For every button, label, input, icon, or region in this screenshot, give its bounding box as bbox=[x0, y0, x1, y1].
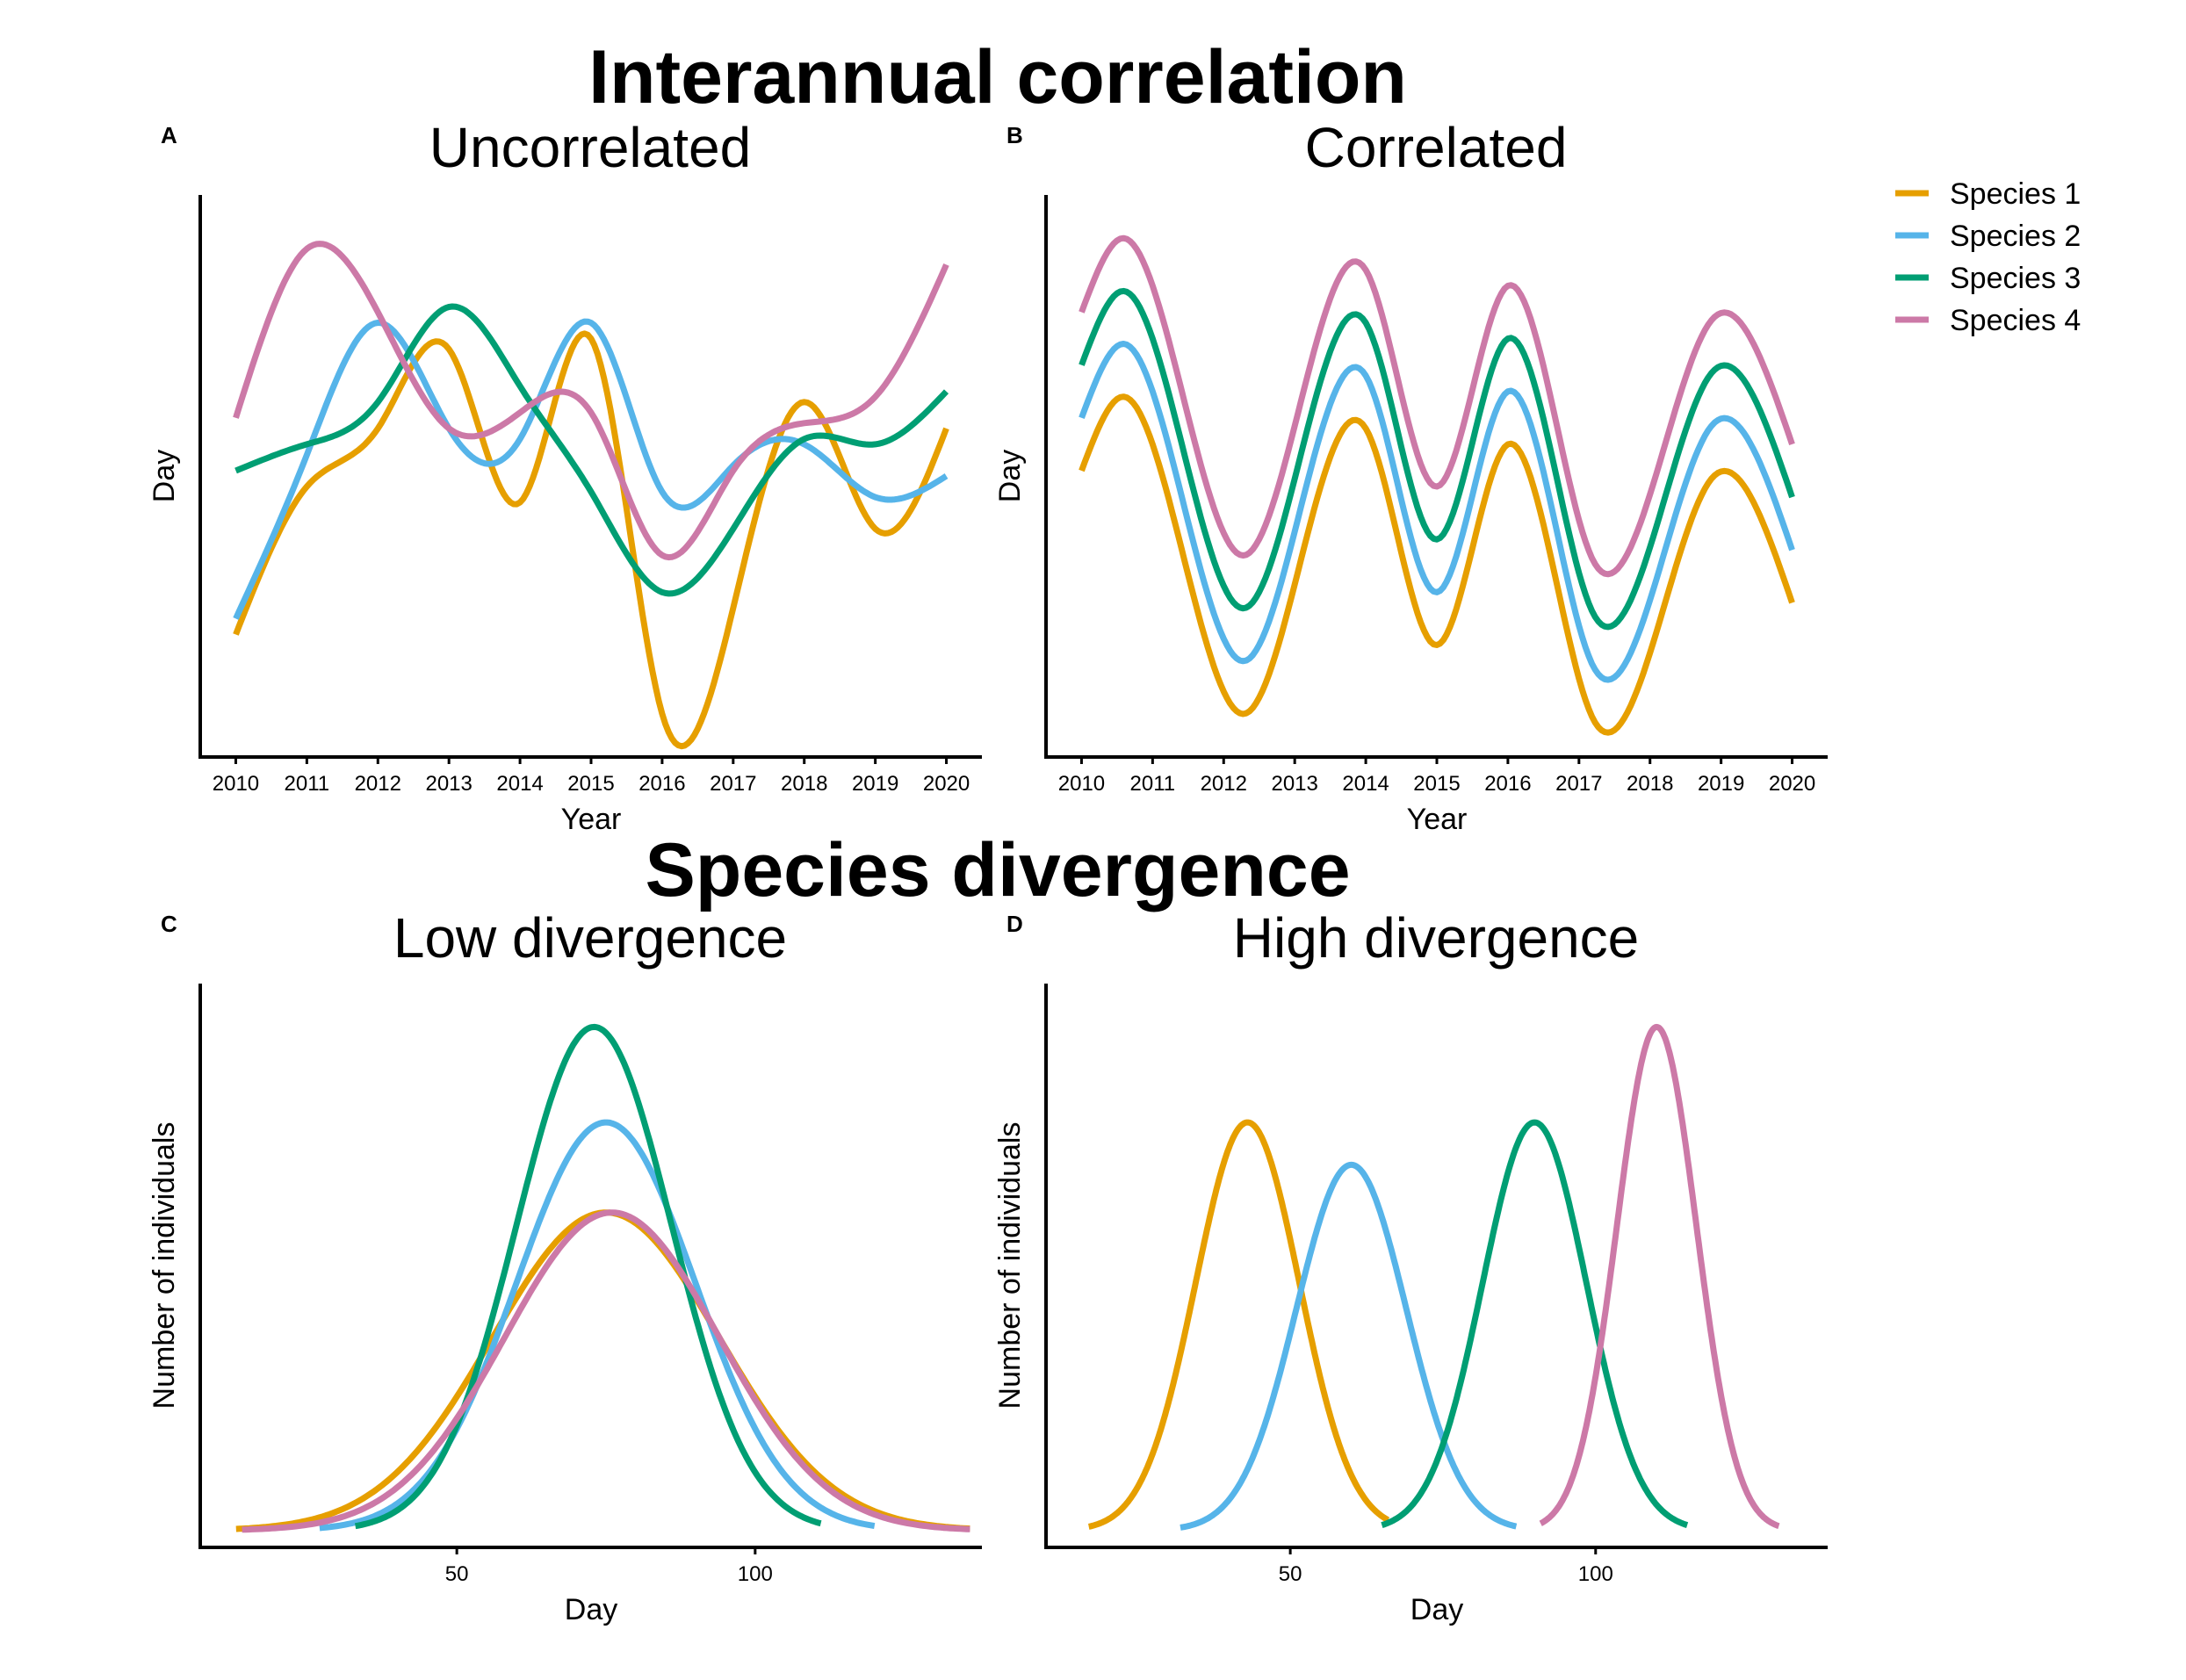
x-tick-label: 2012 bbox=[355, 772, 401, 796]
density-curve-species-4 bbox=[242, 1209, 970, 1533]
legend: Species 1 Species 2 Species 3 Species 4 bbox=[1895, 177, 2081, 337]
section-title-divergence: Species divergence bbox=[645, 828, 1350, 912]
x-tick-label: 2014 bbox=[1342, 772, 1389, 796]
density-curve-species-4 bbox=[1538, 1023, 1781, 1530]
x-tick-label: 2017 bbox=[710, 772, 756, 796]
series-group bbox=[233, 241, 949, 750]
panels: A Uncorrelated 2010 2011 2012 2013 2014 2015 201… bbox=[148, 116, 1828, 1626]
panel-title: Correlated bbox=[1305, 116, 1568, 179]
panel-title: High divergence bbox=[1233, 906, 1640, 970]
panel-a: A Uncorrelated 2010 2011 2012 2013 2014 2015 201… bbox=[148, 116, 982, 836]
legend-label-species-1: Species 1 bbox=[1950, 177, 2081, 211]
legend-label-species-4: Species 4 bbox=[1950, 304, 2081, 337]
panel-letter: D bbox=[1006, 911, 1023, 937]
x-tick-label: 2013 bbox=[425, 772, 472, 796]
series-line-species-4 bbox=[233, 241, 949, 561]
y-axis-label: Number of individuals bbox=[148, 1122, 181, 1410]
panel-title: Uncorrelated bbox=[429, 116, 751, 179]
x-tick-label: 2014 bbox=[496, 772, 543, 796]
x-tick-label: 50 bbox=[1279, 1562, 1302, 1586]
x-tick-label: 2013 bbox=[1271, 772, 1317, 796]
panel-b: B Correlated 2010 2011 2012 2013 2014 2015 2016 2… bbox=[993, 116, 1828, 836]
x-tick-label: 100 bbox=[738, 1562, 773, 1586]
panel-letter: C bbox=[161, 911, 177, 937]
x-tick-label: 2015 bbox=[1413, 772, 1460, 796]
x-tick-label: 2015 bbox=[567, 772, 614, 796]
panel-c: C Low divergence 50 100 Day Number of individ… bbox=[148, 906, 982, 1626]
y-axis-label: Day bbox=[148, 450, 181, 502]
panel-letter: B bbox=[1006, 122, 1023, 148]
x-axis-label: Year bbox=[561, 803, 622, 836]
density-curve-species-2 bbox=[319, 1119, 876, 1532]
x-tick-label: 2018 bbox=[781, 772, 827, 796]
x-tick-label: 2019 bbox=[852, 772, 898, 796]
x-tick-label: 2012 bbox=[1201, 772, 1247, 796]
density-curve-species-1 bbox=[1086, 1119, 1390, 1530]
x-tick-label: 100 bbox=[1578, 1562, 1613, 1586]
x-tick-label: 2016 bbox=[1484, 772, 1531, 796]
x-tick-label: 2010 bbox=[213, 772, 259, 796]
series-group bbox=[235, 1023, 970, 1533]
x-tick-label: 2020 bbox=[1769, 772, 1815, 796]
x-tick-label: 2010 bbox=[1058, 772, 1105, 796]
series-line-species-2 bbox=[1079, 341, 1795, 683]
panel-d: D High divergence 50 100 Day Number of indivi… bbox=[993, 906, 1828, 1626]
x-tick-label: 50 bbox=[445, 1562, 469, 1586]
series-group bbox=[1079, 234, 1795, 736]
x-tick-label: 2011 bbox=[285, 772, 330, 796]
y-axis-label: Number of individuals bbox=[993, 1122, 1027, 1410]
x-axis-label: Year bbox=[1407, 803, 1468, 836]
x-axis-label: Day bbox=[565, 1593, 617, 1626]
x-axis-label: Day bbox=[1410, 1593, 1463, 1626]
density-curve-species-2 bbox=[1179, 1161, 1519, 1531]
series-line-species-2 bbox=[233, 318, 949, 620]
series-line-species-3 bbox=[1079, 287, 1795, 631]
panel-letter: A bbox=[161, 122, 177, 148]
series-line-species-1 bbox=[1079, 393, 1795, 736]
legend-label-species-3: Species 3 bbox=[1950, 262, 2081, 295]
x-tick-label: 2017 bbox=[1555, 772, 1602, 796]
series-line-species-4 bbox=[1079, 234, 1795, 578]
x-tick-label: 2020 bbox=[923, 772, 970, 796]
y-axis-label: Day bbox=[993, 450, 1027, 502]
density-curve-species-3 bbox=[354, 1023, 822, 1530]
x-tick-label: 2016 bbox=[638, 772, 685, 796]
x-tick-label: 2011 bbox=[1130, 772, 1176, 796]
series-group bbox=[1086, 1023, 1781, 1531]
legend-label-species-2: Species 2 bbox=[1950, 220, 2081, 253]
density-curve-species-3 bbox=[1380, 1119, 1689, 1528]
density-curve-species-1 bbox=[235, 1209, 970, 1532]
panel-title: Low divergence bbox=[393, 906, 787, 970]
x-tick-label: 2019 bbox=[1698, 772, 1744, 796]
section-title-interannual: Interannual correlation bbox=[588, 35, 1407, 119]
series-line-species-1 bbox=[233, 330, 949, 750]
series-line-species-3 bbox=[234, 303, 949, 597]
x-tick-label: 2018 bbox=[1627, 772, 1673, 796]
